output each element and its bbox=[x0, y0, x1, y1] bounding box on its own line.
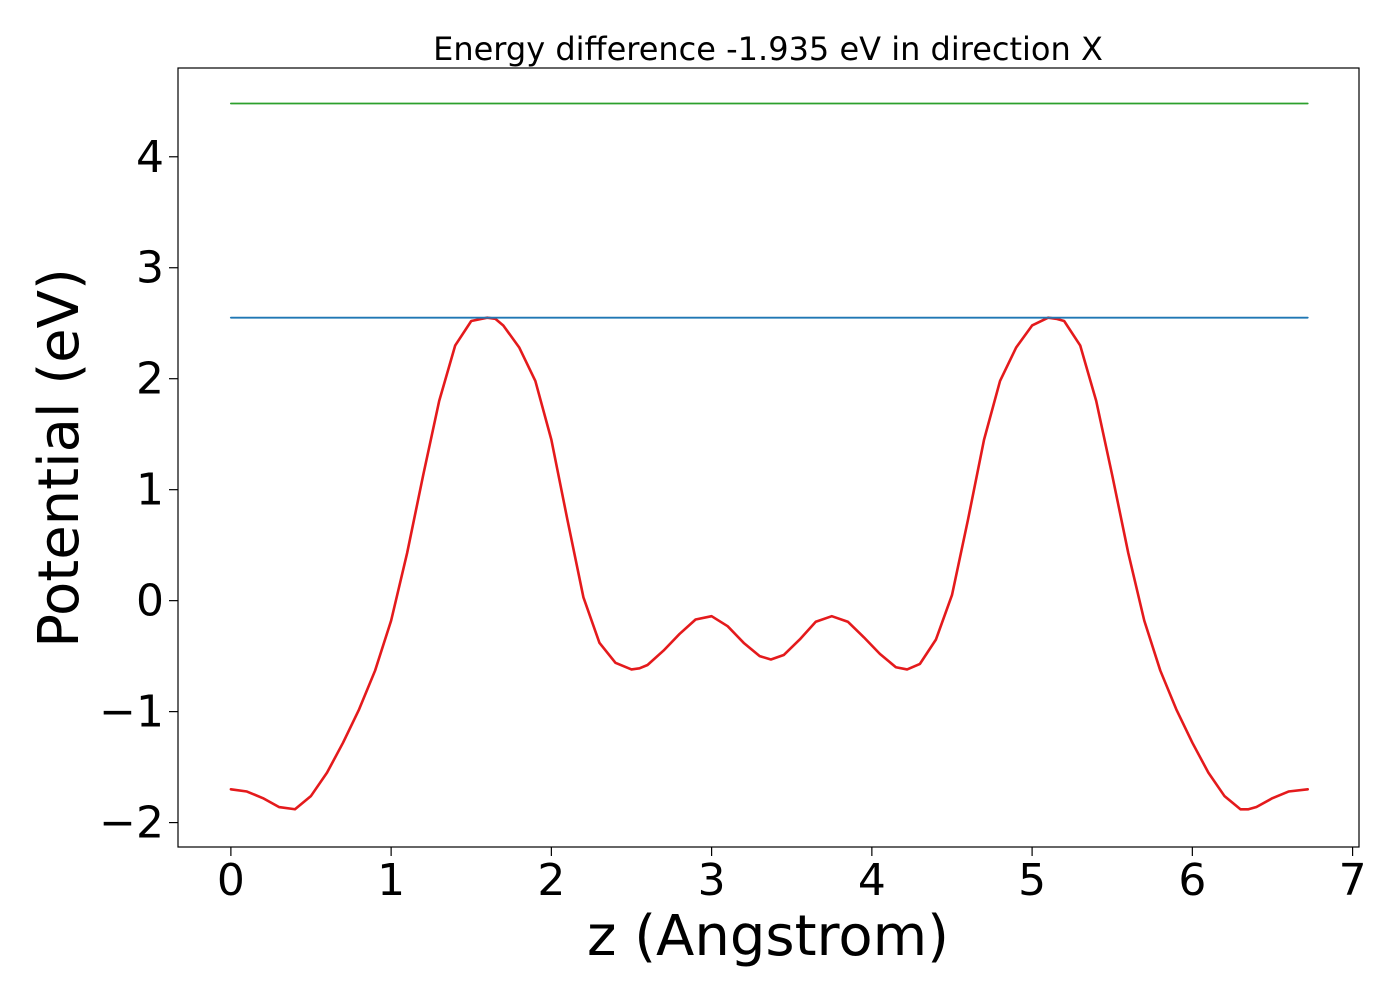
y-tick-label-1: −1 bbox=[99, 687, 164, 738]
series-line-0 bbox=[229, 316, 1310, 811]
x-tick-label-6: 6 bbox=[1178, 855, 1206, 906]
x-tick-label-4: 4 bbox=[858, 855, 886, 906]
y-tick-label-4: 2 bbox=[136, 354, 164, 405]
y-tick-label-6: 4 bbox=[136, 132, 164, 183]
x-tick-label-3: 3 bbox=[698, 855, 726, 906]
x-tick-label-1: 1 bbox=[377, 855, 405, 906]
y-tick-label-0: −2 bbox=[99, 798, 164, 849]
x-axis-ticks: 0 1 2 3 4 5 6 7 bbox=[217, 847, 1367, 906]
y-axis-label: Potential (eV) bbox=[27, 268, 92, 648]
plot-frame bbox=[177, 67, 1360, 848]
chart-title: Energy difference -1.935 eV in direction… bbox=[433, 30, 1103, 68]
series-layer bbox=[229, 102, 1310, 811]
x-axis-label: z (Angstrom) bbox=[587, 904, 949, 969]
plot-area bbox=[177, 67, 1360, 848]
y-tick-label-2: 0 bbox=[136, 576, 164, 627]
x-tick-label-2: 2 bbox=[537, 855, 565, 906]
x-tick-label-5: 5 bbox=[1018, 855, 1046, 906]
y-tick-label-5: 3 bbox=[136, 243, 164, 294]
x-tick-label-7: 7 bbox=[1339, 855, 1367, 906]
y-axis-ticks: −2 −1 0 1 2 3 4 bbox=[99, 132, 178, 849]
x-tick-label-0: 0 bbox=[217, 855, 245, 906]
y-tick-label-3: 1 bbox=[136, 465, 164, 516]
